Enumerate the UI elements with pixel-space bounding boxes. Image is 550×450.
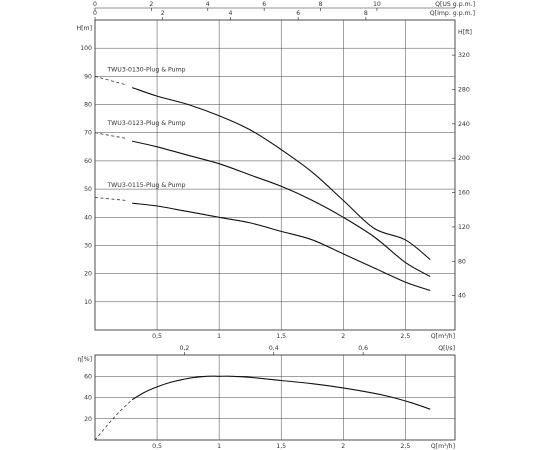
series-label-3: TWU3-0115-Plug & Pump [106, 182, 185, 189]
head-y-tick-label: 90 [84, 73, 92, 80]
head-x-tick-label: 1,5 [276, 333, 286, 340]
head-curve-panel: 0,5 1 1,5 2 2,5 Q[m³/h]102030405060708090100H… [76, 1, 475, 340]
eff-y-tick-label: 40 [84, 395, 92, 402]
eff-top-tick-label: 0,2 [179, 345, 189, 352]
eff-x-axis-label: Q[m³/h] [431, 443, 455, 450]
top-axis-impgpm-label: 2 [161, 10, 165, 17]
top-axis-usgpm-label: 8 [319, 1, 323, 8]
series-label-1: TWU3-0130-Plug & Pump [106, 67, 185, 74]
head-curve-dashed-ext-2 [94, 132, 127, 139]
efficiency-curve [131, 375, 431, 410]
eff-top-tick-label: 0,6 [358, 345, 368, 352]
head-x-axis-label: Q[m³/h] [431, 333, 455, 340]
top-axis-usgpm-label: 6 [262, 1, 266, 8]
head-x-tick-label: 0,5 [152, 333, 162, 340]
top-axis-usgpm-title: Q[US g.p.m.] [435, 1, 475, 8]
head-right-tick-label: 280 [458, 86, 470, 93]
head-y-tick-label: 40 [84, 214, 92, 221]
series-label-2: TWU3-0123-Plug & Pump [106, 120, 185, 127]
top-axis-impgpm-label: 4 [228, 10, 232, 17]
top-axis-impgpm-label: 0 [93, 10, 97, 17]
top-axis-usgpm-label: 10 [373, 1, 381, 8]
head-x-tick-label: 2,5 [400, 333, 410, 340]
head-y-tick-label: 100 [80, 45, 92, 52]
top-axis-impgpm-label: 6 [296, 10, 300, 17]
head-y-tick-label: 50 [84, 186, 92, 193]
eff-y-tick-label: 60 [84, 373, 92, 380]
head-curve-series-1 [132, 87, 431, 260]
head-x-tick-label: 2 [341, 333, 345, 340]
head-right-tick-label: 240 [458, 121, 470, 128]
eff-top-tick-label: 0,4 [269, 345, 279, 352]
head-right-tick-label: 80 [458, 258, 466, 265]
head-y-tick-label: 30 [84, 242, 92, 249]
head-y-tick-label: 20 [84, 271, 92, 278]
head-right-tick-label: 320 [458, 52, 470, 59]
top-axis-usgpm-label: 2 [149, 1, 153, 8]
eff-x-tick-label: 2,5 [400, 443, 410, 450]
head-plot-frame [94, 19, 456, 331]
head-right-tick-label: 120 [458, 224, 470, 231]
eff-x-tick-label: 1,5 [276, 443, 286, 450]
eff-top-axis-label: Q[l/s] [438, 345, 455, 352]
head-right-tick-label: 40 [458, 293, 466, 300]
eff-x-tick-label: 2 [341, 443, 345, 450]
head-y-tick-label: 10 [84, 299, 92, 306]
head-curve-series-3 [132, 202, 431, 292]
top-axis-impgpm-title: Q[Imp. g.p.m.] [430, 10, 475, 17]
eff-y-axis-label: η[%] [77, 356, 92, 363]
head-y-tick-label: 70 [84, 130, 92, 137]
head-y-axis-label: H[m] [76, 25, 92, 32]
efficiency-curve-panel: 0,5 1 1,5 2 2,5 Q[m³/h] 20 40 60 η[%] 0,2 0,4 0,6 Q[l… [77, 345, 456, 450]
top-axis-impgpm-label: 8 [364, 10, 368, 17]
head-curve-series-2 [132, 140, 431, 277]
head-right-axis-label: H[ft] [458, 29, 472, 36]
top-axis-usgpm-label: 0 [93, 1, 97, 8]
eff-x-tick-label: 0,5 [152, 443, 162, 450]
head-curve-dashed-ext-3 [94, 197, 127, 201]
efficiency-curve-dashed-ext [94, 399, 133, 441]
head-y-tick-label: 80 [84, 102, 92, 109]
top-axis-usgpm-label: 4 [206, 1, 210, 8]
head-y-tick-label: 60 [84, 158, 92, 165]
head-curve-dashed-ext-1 [94, 76, 127, 86]
head-x-tick-label: 1 [217, 333, 221, 340]
head-right-tick-label: 160 [458, 190, 470, 197]
head-right-tick-label: 200 [458, 155, 470, 162]
eff-x-tick-label: 1 [217, 443, 221, 450]
eff-y-tick-label: 20 [84, 416, 92, 423]
